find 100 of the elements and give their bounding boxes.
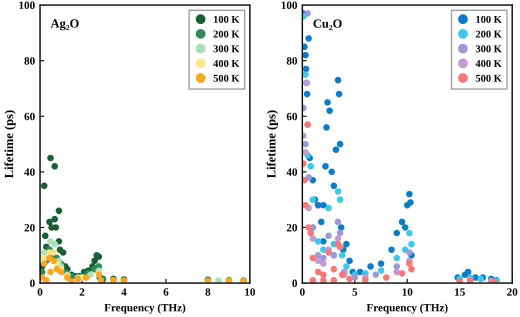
point (394, 254, 400, 262)
x-tick-label: 0 (300, 288, 305, 296)
point (60, 249, 66, 256)
point (406, 190, 413, 198)
point (343, 263, 350, 270)
point (352, 274, 358, 281)
point (367, 263, 374, 270)
x-tick-label: 6 (164, 288, 168, 296)
y-tick-label: 0 (292, 280, 298, 288)
point (51, 240, 58, 248)
point (215, 277, 222, 284)
point (338, 224, 344, 231)
point (304, 10, 311, 17)
point (326, 107, 333, 114)
point (310, 254, 316, 262)
point (325, 232, 332, 240)
point (58, 268, 64, 276)
point (40, 182, 48, 190)
point (320, 202, 327, 208)
point (394, 263, 400, 270)
point (302, 44, 308, 50)
point (305, 224, 312, 231)
point (307, 230, 314, 236)
y-tick-label: 80 (24, 57, 35, 65)
point (43, 277, 50, 284)
legend-label: 100 K (476, 16, 502, 23)
point (320, 260, 327, 267)
point (51, 216, 58, 222)
point (332, 146, 340, 153)
legend-label: 100 K (214, 16, 240, 23)
text: Cu₂O (313, 19, 342, 30)
point (56, 208, 62, 214)
point (330, 182, 338, 190)
x-tick-label: 0 (38, 288, 42, 296)
y-tick-label: 20 (24, 224, 35, 232)
legend-label: 300 K (214, 45, 240, 52)
point (320, 271, 327, 278)
text: Ag₂O (50, 19, 79, 30)
point (334, 188, 342, 195)
x-tick-label: 10 (245, 288, 256, 296)
y-axis-title: Lifetime (ps) (4, 110, 16, 178)
point (336, 230, 344, 236)
point (398, 218, 406, 226)
legend-label: 200 K (214, 30, 240, 38)
y-tick-label: 0 (30, 280, 35, 288)
point (334, 218, 342, 226)
x-tick-label: 5 (352, 288, 358, 296)
y-tick-label: 100 (282, 2, 298, 10)
x-axis-title: Frequency (THz) (104, 304, 186, 314)
point (91, 258, 98, 264)
y-tick-label: 40 (24, 168, 35, 176)
point (378, 260, 384, 267)
point (464, 268, 472, 276)
point (310, 235, 316, 242)
point (346, 276, 353, 282)
x-tick-label: 20 (507, 288, 518, 296)
point (402, 224, 408, 231)
point (398, 270, 406, 277)
x-axis-title: Frequency (THz) (366, 304, 448, 314)
point (322, 163, 329, 170)
point (394, 230, 400, 236)
point (314, 258, 322, 264)
point (318, 218, 324, 226)
y-tick-label: 80 (286, 57, 298, 65)
y-axis-title: Lifetime (ps) (266, 110, 278, 178)
point (325, 249, 332, 256)
point (338, 252, 346, 259)
point (394, 268, 400, 276)
point (52, 224, 60, 231)
point (362, 277, 369, 284)
legend-label: 200 K (476, 30, 502, 38)
point (310, 277, 316, 284)
point (302, 176, 308, 184)
point (40, 260, 48, 267)
legend-label: 400 K (213, 60, 240, 68)
point (336, 196, 344, 203)
point (330, 266, 338, 272)
point (477, 276, 484, 282)
point (323, 124, 330, 131)
point (324, 99, 331, 106)
point (334, 76, 342, 84)
point (320, 254, 327, 262)
y-tick-label: 100 (19, 2, 35, 10)
x-tick-label: 10 (402, 288, 412, 296)
point (338, 271, 346, 278)
point (47, 268, 54, 276)
point (305, 35, 312, 42)
point (314, 238, 322, 245)
point (302, 52, 309, 58)
legend-label: 500 K (476, 74, 502, 82)
point (302, 202, 309, 208)
point (304, 90, 310, 98)
point (383, 274, 390, 281)
point (314, 268, 322, 276)
point (407, 199, 414, 206)
point (328, 168, 335, 176)
y-tick-label: 60 (24, 112, 35, 120)
point (330, 277, 338, 284)
point (336, 90, 342, 98)
point (406, 260, 413, 267)
